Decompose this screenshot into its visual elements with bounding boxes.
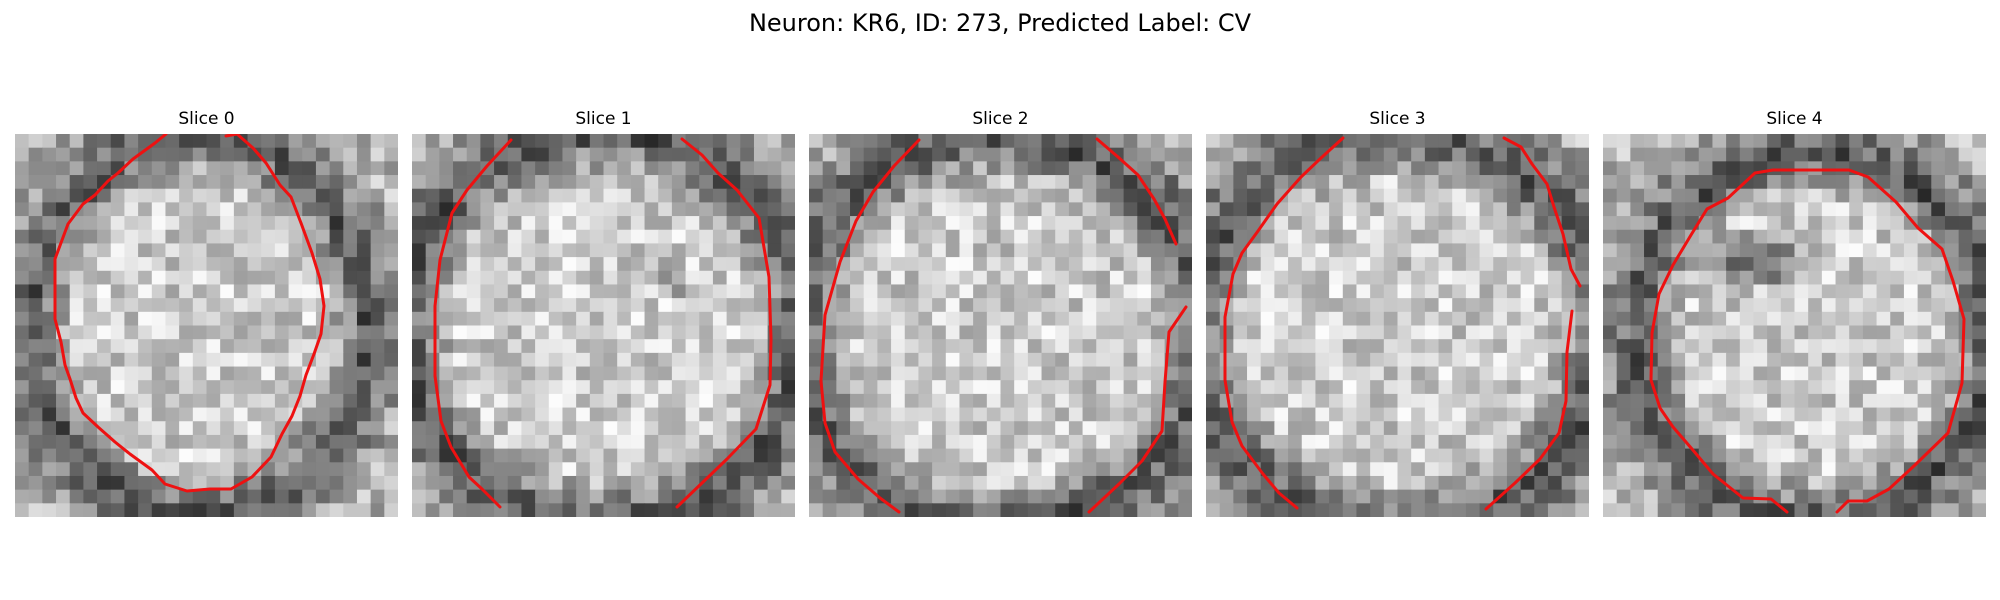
segmentation-contour bbox=[433, 138, 513, 509]
segmentation-contour bbox=[1649, 168, 1966, 514]
slice-title: Slice 0 bbox=[178, 109, 235, 129]
slice-panel-0: Slice 0 bbox=[15, 107, 398, 547]
segmentation-contour bbox=[675, 137, 773, 509]
slice-panel-4: Slice 4 bbox=[1603, 107, 1986, 547]
slice-image bbox=[809, 134, 1192, 517]
slice-panel-2: Slice 2 bbox=[809, 107, 1192, 547]
slice-image bbox=[15, 134, 398, 517]
segmentation-contour bbox=[1484, 309, 1574, 511]
segmentation-contour bbox=[1095, 137, 1178, 246]
slice-title: Slice 4 bbox=[1766, 109, 1823, 129]
slice-panel-3: Slice 3 bbox=[1206, 107, 1589, 547]
slice-title: Slice 1 bbox=[575, 109, 632, 129]
slice-title: Slice 2 bbox=[972, 109, 1029, 129]
figure-title: Neuron: KR6, ID: 273, Predicted Label: C… bbox=[748, 9, 1252, 37]
segmentation-contour bbox=[819, 138, 921, 514]
heatmap-cells bbox=[809, 134, 1192, 517]
slice-heatmap bbox=[809, 134, 1192, 517]
segmentation-contour bbox=[1087, 305, 1188, 514]
slice-heatmap bbox=[1206, 134, 1589, 517]
segmentation-contour bbox=[1223, 136, 1345, 510]
slice-image bbox=[1603, 134, 1986, 517]
heatmap-cells bbox=[1603, 134, 1986, 517]
slice-heatmap bbox=[412, 134, 795, 517]
slice-image bbox=[1206, 134, 1589, 517]
slice-image bbox=[412, 134, 795, 517]
heatmap-cells bbox=[412, 134, 795, 517]
slice-title: Slice 3 bbox=[1369, 109, 1426, 129]
segmentation-contour bbox=[1502, 136, 1582, 288]
heatmap-cells bbox=[1206, 134, 1589, 517]
slice-heatmap bbox=[15, 134, 398, 517]
slice-panel-1: Slice 1 bbox=[412, 107, 795, 547]
slice-heatmap bbox=[1603, 134, 1986, 517]
heatmap-cells bbox=[15, 134, 398, 517]
segmentation-contour bbox=[53, 134, 326, 493]
